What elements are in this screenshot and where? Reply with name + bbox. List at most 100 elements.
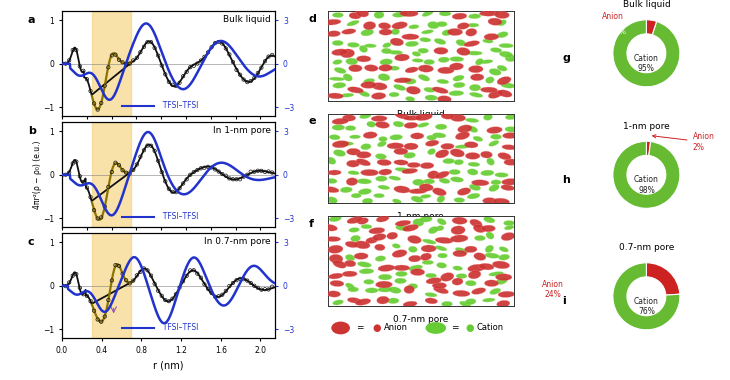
Ellipse shape xyxy=(485,253,499,258)
Ellipse shape xyxy=(502,133,518,139)
Title: 1-nm pore: 1-nm pore xyxy=(623,122,669,131)
Point xyxy=(120,277,132,283)
Ellipse shape xyxy=(487,127,502,133)
Point xyxy=(92,106,104,112)
Ellipse shape xyxy=(375,281,393,288)
Ellipse shape xyxy=(426,273,437,278)
Ellipse shape xyxy=(418,74,430,81)
Ellipse shape xyxy=(349,65,362,72)
Ellipse shape xyxy=(437,196,445,203)
Ellipse shape xyxy=(342,115,356,121)
Ellipse shape xyxy=(387,143,404,149)
Ellipse shape xyxy=(423,60,434,65)
Point xyxy=(202,164,214,170)
Ellipse shape xyxy=(426,278,442,284)
Point xyxy=(124,171,136,177)
Ellipse shape xyxy=(496,300,510,307)
Ellipse shape xyxy=(499,254,510,260)
Ellipse shape xyxy=(349,12,361,19)
Ellipse shape xyxy=(347,43,359,48)
Text: Cation
98%: Cation 98% xyxy=(634,175,658,195)
Ellipse shape xyxy=(361,224,372,229)
Ellipse shape xyxy=(339,142,353,146)
Ellipse shape xyxy=(342,29,356,34)
Point xyxy=(266,169,278,176)
Ellipse shape xyxy=(378,74,390,81)
Wedge shape xyxy=(613,263,680,330)
Point xyxy=(195,165,207,171)
Point xyxy=(210,294,221,300)
Ellipse shape xyxy=(454,160,464,165)
Text: f: f xyxy=(309,219,314,229)
Point xyxy=(245,280,256,286)
Ellipse shape xyxy=(498,153,511,160)
Ellipse shape xyxy=(491,48,502,52)
Ellipse shape xyxy=(481,225,496,232)
Ellipse shape xyxy=(347,87,364,93)
Ellipse shape xyxy=(404,122,418,128)
Ellipse shape xyxy=(435,124,447,130)
Ellipse shape xyxy=(389,66,399,70)
Point xyxy=(77,179,89,185)
Ellipse shape xyxy=(450,63,464,70)
Ellipse shape xyxy=(437,22,447,27)
Ellipse shape xyxy=(480,11,498,16)
Point xyxy=(159,297,171,303)
Ellipse shape xyxy=(449,169,461,175)
Ellipse shape xyxy=(480,87,497,93)
Ellipse shape xyxy=(407,236,421,244)
Point xyxy=(56,282,68,288)
Ellipse shape xyxy=(483,39,493,43)
Ellipse shape xyxy=(357,218,369,224)
Ellipse shape xyxy=(325,236,341,242)
Ellipse shape xyxy=(375,256,385,261)
Ellipse shape xyxy=(418,65,434,72)
Point xyxy=(248,283,260,289)
Ellipse shape xyxy=(466,51,483,55)
Ellipse shape xyxy=(377,141,386,147)
Point xyxy=(163,186,174,192)
Ellipse shape xyxy=(379,29,392,35)
Point xyxy=(74,63,85,70)
Ellipse shape xyxy=(329,135,340,140)
Ellipse shape xyxy=(436,226,444,231)
Ellipse shape xyxy=(392,244,401,248)
Ellipse shape xyxy=(423,179,435,184)
Point xyxy=(88,207,100,213)
Ellipse shape xyxy=(489,68,502,75)
Point xyxy=(216,292,228,298)
Point xyxy=(60,60,72,66)
Ellipse shape xyxy=(334,150,345,157)
Point xyxy=(252,70,264,76)
Point xyxy=(206,165,218,171)
Ellipse shape xyxy=(469,65,483,73)
Point xyxy=(71,47,82,53)
Ellipse shape xyxy=(389,92,399,97)
Point xyxy=(170,83,182,89)
Ellipse shape xyxy=(395,220,411,226)
Ellipse shape xyxy=(412,219,424,226)
Point xyxy=(128,167,139,173)
Text: Anion: Anion xyxy=(383,323,407,332)
Ellipse shape xyxy=(438,253,447,258)
Point xyxy=(238,276,250,282)
Ellipse shape xyxy=(488,90,502,98)
Point xyxy=(113,57,125,63)
Point xyxy=(174,285,185,291)
Ellipse shape xyxy=(340,49,355,58)
Ellipse shape xyxy=(377,296,389,304)
Ellipse shape xyxy=(483,114,493,120)
Ellipse shape xyxy=(361,82,377,89)
Ellipse shape xyxy=(469,84,481,91)
Ellipse shape xyxy=(453,82,465,88)
Text: h: h xyxy=(563,175,570,185)
Ellipse shape xyxy=(405,41,418,47)
Ellipse shape xyxy=(364,44,377,48)
Ellipse shape xyxy=(499,247,509,252)
Ellipse shape xyxy=(453,290,470,296)
Point xyxy=(238,174,250,180)
Point xyxy=(153,288,164,294)
Point xyxy=(223,283,235,289)
Bar xyxy=(92,122,131,227)
Ellipse shape xyxy=(392,250,407,257)
